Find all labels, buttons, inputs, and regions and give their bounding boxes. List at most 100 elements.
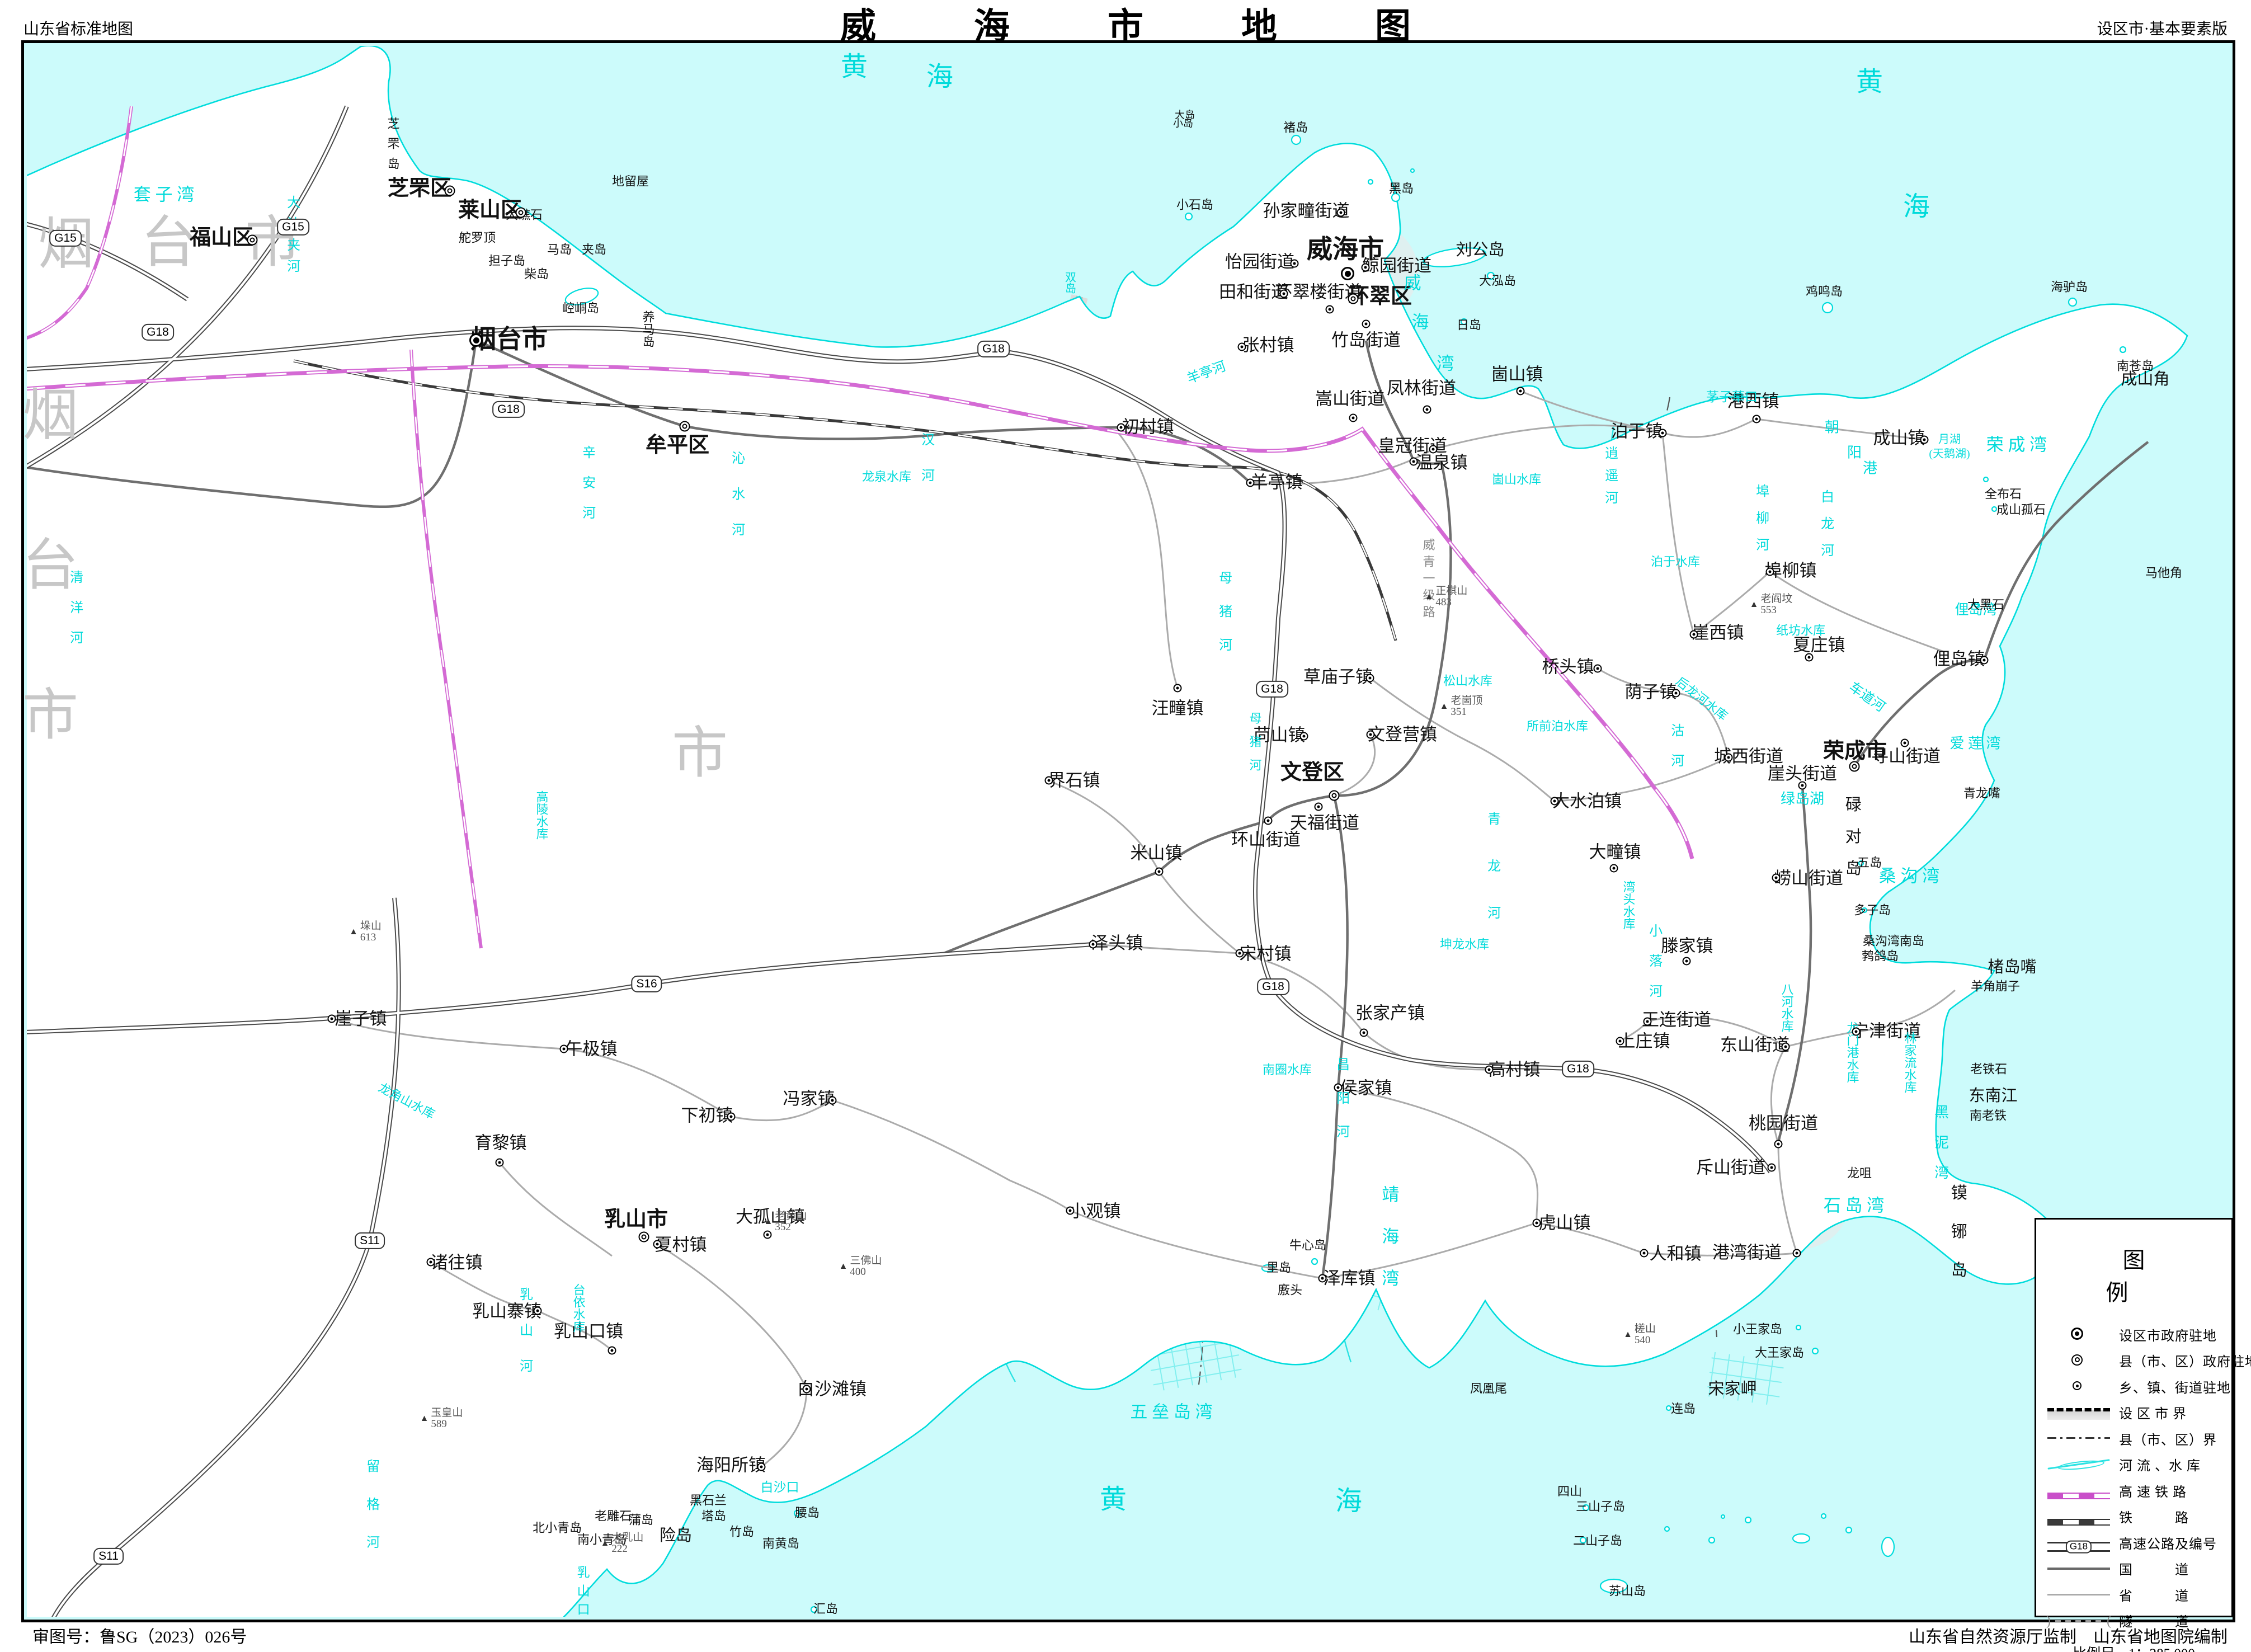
dot-桃园街道 — [1774, 1140, 1783, 1149]
road-badge-G15: G15 — [277, 218, 309, 236]
isl-label-里岛: 里岛 — [1266, 1260, 1292, 1275]
dot-泽库镇 — [1318, 1274, 1327, 1283]
isl2-label-刘公岛: 刘公岛 — [1456, 241, 1505, 259]
bay-label-五 垒 岛 湾: 五 垒 岛 湾 — [1130, 1402, 1213, 1422]
legend-label: 省 道 — [2119, 1589, 2189, 1604]
road-badge-G18: G18 — [1256, 680, 1288, 698]
dot-张家产镇 — [1359, 1028, 1368, 1037]
river-label-小落河: 小落河 — [1646, 924, 1661, 1014]
bay-label-荣 成 湾: 荣 成 湾 — [1986, 435, 2047, 455]
town-label-草庙子镇: 草庙子镇 — [1303, 667, 1373, 687]
legend-label: 高 速 铁 路 — [2119, 1485, 2187, 1500]
isl-label-蒲岛: 蒲岛 — [628, 1513, 654, 1527]
town-label-田和街道: 田和街道 — [1219, 282, 1288, 302]
legend-symbol-provincial — [2047, 1587, 2110, 1602]
dot-崖子镇 — [327, 1014, 336, 1023]
isl2-label-镆铘岛: 镆铘岛 — [1948, 1184, 1967, 1300]
isl-label-崆峒岛: 崆峒岛 — [562, 301, 600, 316]
bay-label-茅子草口: 茅子草口 — [1706, 389, 1758, 404]
dot-崮山镇 — [1516, 387, 1525, 396]
res-label-高陵水库: 高陵水库 — [534, 790, 549, 840]
road-badge-G18: G18 — [142, 323, 174, 341]
dot-乳山口镇 — [608, 1346, 616, 1355]
dot-羊亭镇 — [1246, 478, 1255, 487]
bay-label-套 子 湾: 套 子 湾 — [133, 185, 195, 205]
bay-label-湾: 湾 — [1437, 354, 1454, 374]
town-label-泽库镇: 泽库镇 — [1323, 1268, 1376, 1288]
peak-label: 老崮顶 351 — [1451, 695, 1483, 718]
dot-夏庄镇 — [1805, 653, 1814, 662]
town-label-下初镇: 下初镇 — [681, 1105, 733, 1126]
legend-row-乡、镇、街道驻地: 乡、镇、街道驻地 — [2047, 1373, 2230, 1400]
isl-label-褚岛: 褚岛 — [1283, 120, 1308, 135]
dot-鲸园街道 — [1361, 263, 1370, 272]
town-label-大水泊镇: 大水泊镇 — [1552, 791, 1622, 811]
res-label-八河水库: 八河水库 — [1779, 983, 1794, 1032]
dot-乳山寨镇 — [533, 1306, 542, 1315]
dot-育黎镇 — [495, 1158, 504, 1167]
peak-label: 正棋山 483 — [1435, 585, 1468, 608]
dot-宋村镇 — [1235, 949, 1244, 958]
dot-寻山街道 — [1900, 738, 1909, 747]
town-label-上庄镇: 上庄镇 — [1618, 1031, 1670, 1051]
isl-label-苏山岛: 苏山岛 — [1608, 1584, 1646, 1598]
isl-label-塔岛: 塔岛 — [701, 1509, 727, 1523]
isl-label-南苍岛: 南苍岛 — [2116, 359, 2154, 373]
isl-label-成山孤石: 成山孤石 — [1996, 502, 2046, 517]
dist-label-莱山区: 莱山区 — [458, 199, 522, 223]
sea-label-黄: 黄 — [840, 51, 868, 82]
dot-下初镇 — [727, 1112, 736, 1121]
wm-label-烟: 烟 — [22, 384, 78, 447]
isl-label-多子岛: 多子岛 — [1853, 903, 1891, 917]
dot-凤林街道 — [1423, 405, 1431, 414]
town-label-张家产镇: 张家产镇 — [1355, 1003, 1425, 1023]
town-label-天福街道: 天福街道 — [1290, 813, 1359, 833]
mountain-垛山: ▲ 垛山 613 — [349, 921, 382, 943]
legend-row-隧 道: 隧 道 — [2046, 1608, 2221, 1634]
river-label-埠柳河: 埠柳河 — [1753, 484, 1768, 564]
dot-海阳所镇 — [757, 1462, 766, 1471]
town-label-孙家疃街道: 孙家疃街道 — [1263, 201, 1350, 221]
dot-环翠楼街道 — [1325, 305, 1334, 314]
dist-label-乳山市: 乳山市 — [604, 1208, 668, 1232]
isl-label-汇岛: 汇岛 — [813, 1602, 839, 1616]
bay-label-海: 海 — [1411, 312, 1429, 332]
page-title: 威海市地图 — [840, 7, 1509, 46]
town-label-东山街道: 东山街道 — [1720, 1035, 1790, 1055]
town-label-鲸园街道: 鲸园街道 — [1362, 256, 1431, 276]
legend-symbol-b-county — [2047, 1430, 2110, 1446]
dot-界石镇 — [1044, 776, 1053, 785]
wm-label-市: 市 — [22, 684, 78, 747]
high-speed-rail — [27, 106, 1694, 949]
isl-label-桑沟湾南岛: 桑沟湾南岛 — [1862, 934, 1925, 948]
peak-label: 大乳山 222 — [611, 1532, 644, 1555]
peak-icon: ▲ — [1424, 592, 1434, 601]
isl-label-南老铁: 南老铁 — [1969, 1108, 2007, 1123]
mountain-玉皇山: ▲ 玉皇山 589 — [420, 1408, 463, 1430]
isl-label-北小青岛: 北小青岛 — [532, 1521, 582, 1535]
legend-row-设区市政府驻地: 设区市政府驻地 — [2047, 1321, 2221, 1348]
isl-label-海驴岛: 海驴岛 — [2050, 280, 2088, 294]
town-label-大疃镇: 大疃镇 — [1589, 842, 1641, 862]
dot-牟平区 — [679, 421, 690, 432]
dot-崖头街道 — [1798, 781, 1807, 790]
town-label-午极镇: 午极镇 — [565, 1039, 618, 1059]
legend-row-省 道: 省 道 — [2047, 1582, 2221, 1608]
res-label-后龙河水库: 后龙河水库 — [1673, 674, 1731, 723]
legend-symbol-tunnel — [2046, 1613, 2111, 1629]
dot-泽头镇 — [1089, 940, 1098, 949]
dot-苘山镇 — [1299, 732, 1308, 741]
sea-label-海: 海 — [1902, 191, 1930, 222]
res-label-南圈水库: 南圈水库 — [1262, 1062, 1312, 1077]
peak-icon: ▲ — [600, 1538, 610, 1548]
town-label-桥头镇: 桥头镇 — [1542, 657, 1594, 677]
isl-label-羊角崩子: 羊角崩子 — [1970, 979, 2021, 994]
isl-label-大王家岛: 大王家岛 — [1754, 1345, 1805, 1360]
dot-上庄镇 — [1616, 1037, 1624, 1046]
legend-symbol-b-city — [2047, 1408, 2110, 1420]
basemap-svg — [27, 46, 2230, 1617]
dot-田和街道 — [1279, 289, 1288, 298]
legend-row-设 区 市 界: 设 区 市 界 — [2047, 1400, 2221, 1426]
river-label-清洋河: 清洋河 — [67, 570, 82, 661]
